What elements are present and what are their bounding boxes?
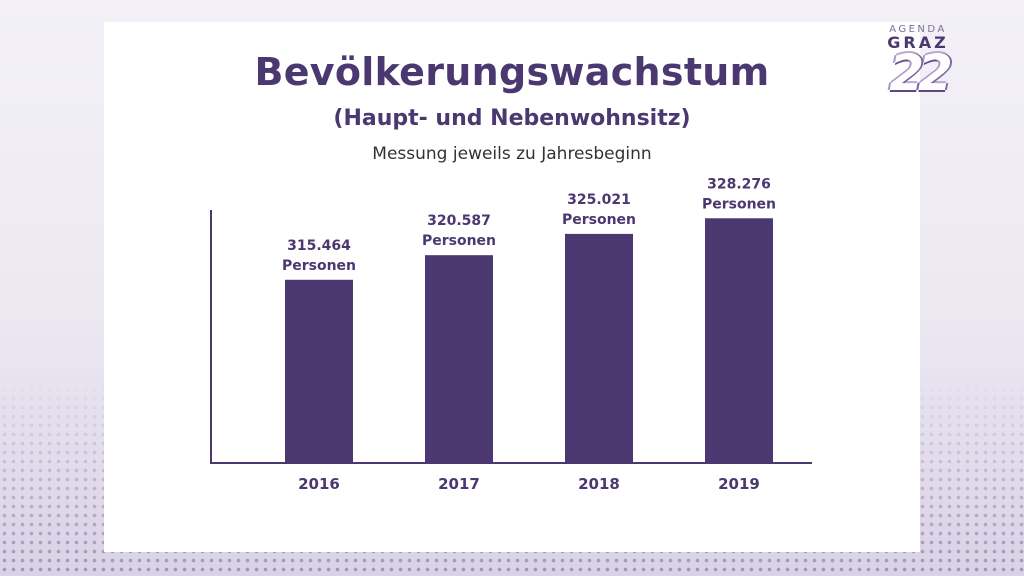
data-label-unit-2018: Personen (562, 212, 636, 228)
x-tick-label-2019: 2019 (718, 475, 760, 493)
logo-graz-text: GRAZ (887, 33, 949, 52)
x-tick-label-2017: 2017 (438, 475, 480, 493)
logo-number: 22 (889, 44, 953, 102)
x-tick-label-2016: 2016 (298, 475, 340, 493)
bar-chart: 315.464 Personen 2016 320.587 Personen 2017 32… (210, 176, 812, 493)
page-subtitle: (Haupt- und Nebenwohnsitz) (333, 106, 691, 131)
data-label-value-2019: 328.276 (707, 176, 771, 192)
data-label-unit-2016: Personen (282, 258, 356, 274)
chart-card: Bevölkerungswachstum (Haupt- und Nebenwo… (104, 22, 920, 552)
data-label-unit-2017: Personen (422, 233, 496, 249)
data-label-value-2017: 320.587 (427, 213, 491, 229)
bar-2016 (285, 279, 353, 462)
agenda-graz-logo: AGENDA GRAZ 22 (878, 24, 958, 102)
bar-2018 (565, 233, 633, 462)
page-title: Bevölkerungswachstum (254, 50, 770, 94)
bar-2019 (705, 218, 773, 462)
data-label-value-2016: 315.464 (287, 238, 351, 254)
bar-2017 (425, 255, 493, 462)
measurement-caption: Messung jeweils zu Jahresbeginn (372, 144, 652, 164)
logo-agenda-text: AGENDA (889, 24, 947, 35)
data-label-value-2018: 325.021 (567, 192, 631, 208)
x-tick-label-2018: 2018 (578, 475, 620, 493)
data-label-unit-2019: Personen (702, 196, 776, 212)
